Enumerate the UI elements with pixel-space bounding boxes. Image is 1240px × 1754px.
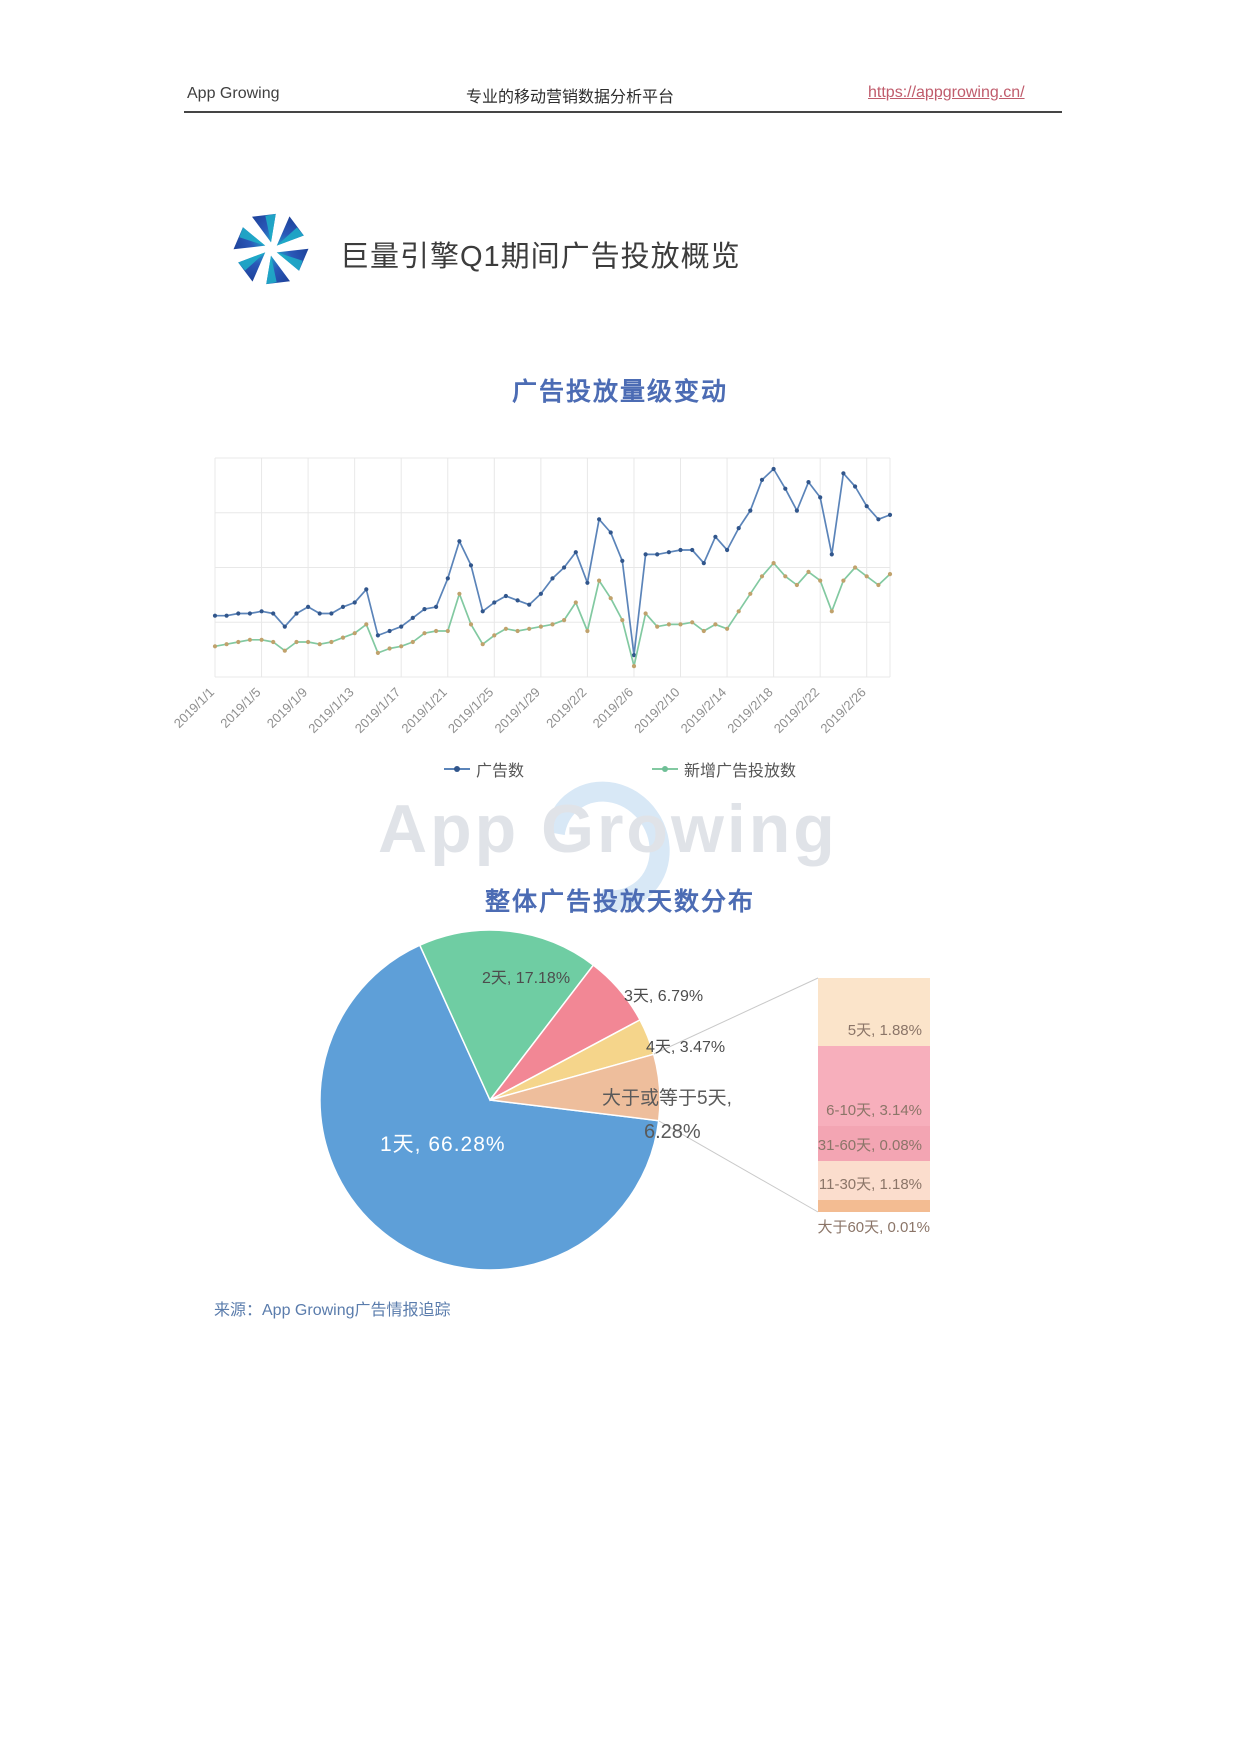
svg-text:2019/2/6: 2019/2/6 — [590, 685, 636, 731]
svg-text:2019/1/17: 2019/1/17 — [352, 685, 404, 737]
legend-item-new-ads: 新增广告投放数 — [652, 757, 796, 781]
svg-text:2019/2/10: 2019/2/10 — [631, 685, 683, 737]
legend-marker-ads-icon — [443, 766, 470, 772]
pie-label-3d: 3天, 6.79% — [624, 988, 704, 1005]
svg-text:2019/1/5: 2019/1/5 — [217, 685, 263, 731]
svg-text:2019/1/13: 2019/1/13 — [305, 685, 357, 737]
pie-label-2d: 2天, 17.18% — [482, 970, 571, 987]
breakout-label-gt60d: 大于60天, 0.01% — [817, 1219, 930, 1236]
breakout-block-5d: 5天, 1.88% — [818, 978, 930, 1046]
svg-text:2019/2/18: 2019/2/18 — [724, 685, 776, 737]
breakout-label-5d: 5天, 1.88% — [847, 1022, 922, 1039]
breakout-block-11-30d: 11-30天, 1.18% — [818, 1161, 930, 1200]
ocean-engine-logo-icon — [233, 213, 309, 285]
svg-text:2019/1/1: 2019/1/1 — [171, 685, 217, 731]
page-title: 巨量引擎Q1期间广告投放概览 — [340, 241, 741, 273]
pie-label-ge5-line2: 6.28% — [644, 1121, 701, 1143]
breakout-label-11-30d: 11-30天, 1.18% — [818, 1176, 922, 1193]
svg-text:2019/2/22: 2019/2/22 — [771, 685, 823, 737]
svg-text:2019/2/2: 2019/2/2 — [543, 685, 589, 731]
line-chart: 2019/1/1 2019/1/5 2019/1/92019/1/132019/1/… — [171, 457, 893, 737]
svg-text:2019/1/29: 2019/1/29 — [491, 685, 543, 737]
header-link[interactable]: https://appgrowing.cn/ — [868, 84, 1025, 101]
breakout-label-6-10d: 6-10天, 3.14% — [826, 1102, 922, 1119]
pie-label-4d: 4天, 3.47% — [646, 1039, 726, 1056]
svg-text:2019/1/21: 2019/1/21 — [398, 685, 450, 737]
svg-text:2019/1/9: 2019/1/9 — [264, 685, 310, 731]
line-chart-title: 广告投放量级变动 — [511, 378, 728, 406]
pie-chart — [319, 929, 819, 1271]
legend-label-new-ads: 新增广告投放数 — [684, 763, 797, 780]
header-tagline: 专业的移动营销数据分析平台 — [466, 89, 675, 106]
svg-text:2019/1/25: 2019/1/25 — [445, 685, 497, 737]
watermark-text: App Growing — [378, 791, 838, 867]
breakout-block-31-60d: 31-60天, 0.08% — [818, 1126, 930, 1161]
breakout-block-6-10d: 6-10天, 3.14% — [818, 1046, 930, 1126]
source-note: 来源：App Growing广告情报追踪 — [214, 1302, 451, 1319]
svg-text:2019/2/14: 2019/2/14 — [678, 685, 730, 737]
breakout-bar: 5天, 1.88% 6-10天, 3.14% 31-60天, 0.08% 11-… — [818, 978, 930, 1212]
pie-label-1d: 1天, 66.28% — [380, 1133, 506, 1156]
brand-text: App Growing — [187, 85, 280, 102]
header-rule — [184, 111, 1062, 113]
legend-label-ads: 广告数 — [475, 763, 524, 780]
pie-label-ge5-line1: 大于或等于5天, — [602, 1088, 732, 1109]
legend-marker-new-ads-icon — [652, 766, 678, 772]
breakout-block-gt60d — [818, 1200, 930, 1212]
svg-text:2019/2/26: 2019/2/26 — [817, 685, 869, 737]
pie-chart-title: 整体广告投放天数分布 — [484, 888, 755, 916]
breakout-label-31-60d: 31-60天, 0.08% — [817, 1137, 922, 1154]
line-chart-legend: 广告数 新增广告投放数 — [230, 757, 1010, 781]
legend-item-ads: 广告数 — [443, 757, 524, 781]
